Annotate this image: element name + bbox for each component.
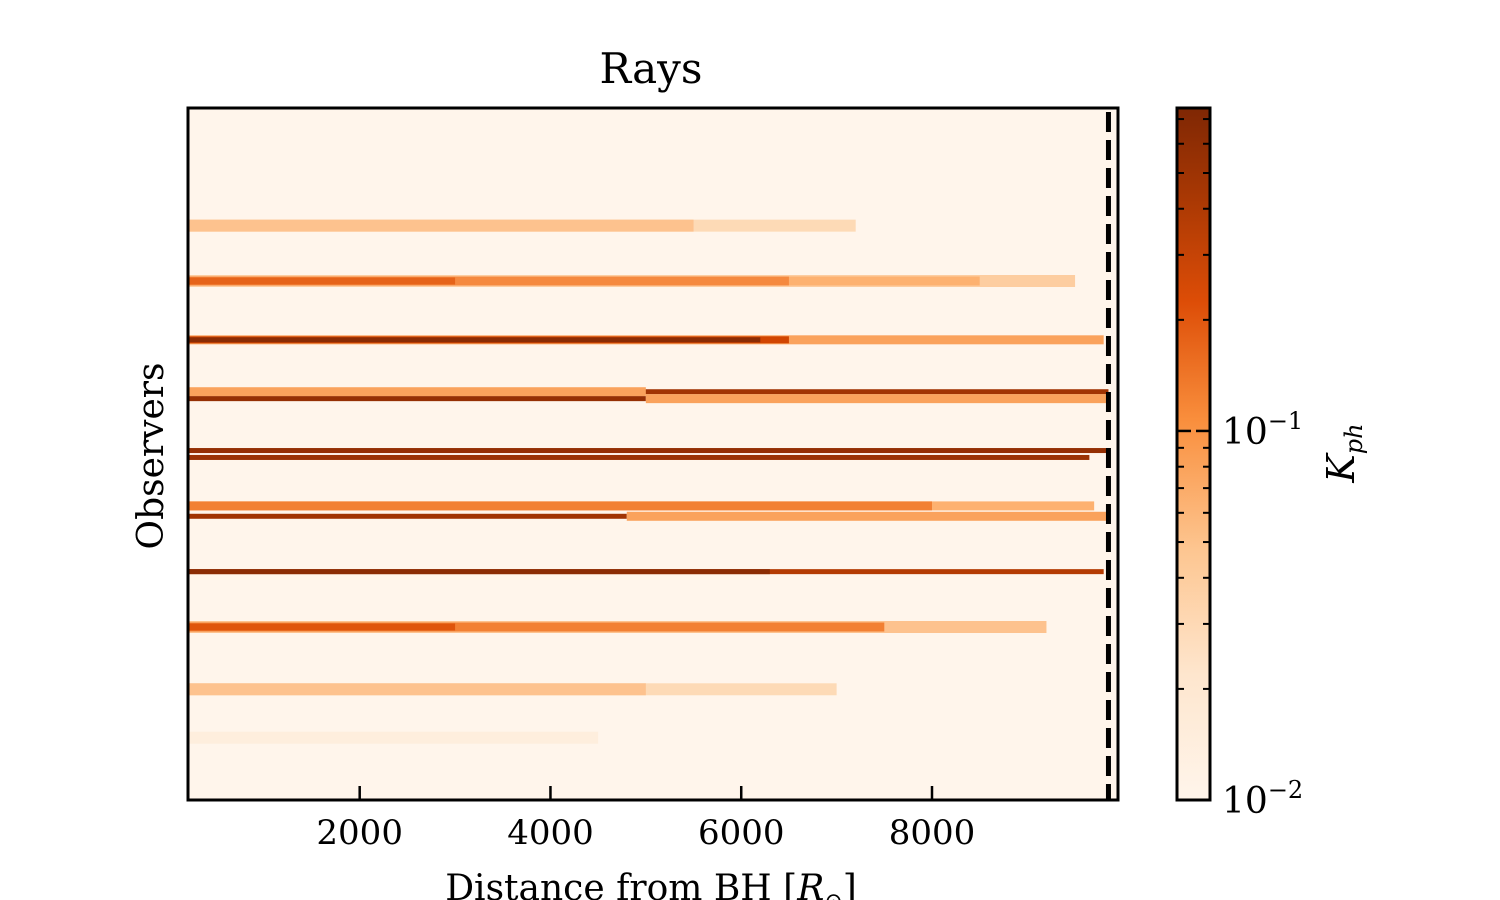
ray-11-segment-1 xyxy=(188,683,646,696)
x-tick-label: 4000 xyxy=(507,813,594,853)
ray-5-segment-0 xyxy=(188,448,1109,454)
ray-1-segment-3 xyxy=(188,277,456,285)
colorbar-ticks: 10−2 10−1 xyxy=(1177,118,1303,822)
x-axis-ticks: 2000 4000 6000 8000 xyxy=(316,786,975,853)
ray-12-segment-0 xyxy=(188,731,599,744)
ray-4-segment-1 xyxy=(645,394,1109,404)
colorbar xyxy=(1175,106,1212,802)
ray-4-segment-0 xyxy=(188,396,646,402)
colorbar-tick-label: 10−1 xyxy=(1222,407,1303,453)
ray-10-segment-1 xyxy=(188,622,885,632)
chart-title: Rays xyxy=(600,44,703,93)
ray-3-segment-1 xyxy=(188,387,646,397)
ray-8-segment-0 xyxy=(188,513,627,519)
ray-1-segment-2 xyxy=(188,276,789,286)
ray-10-segment-2 xyxy=(188,623,456,631)
colorbar-tick-label: 10−2 xyxy=(1222,776,1303,822)
ray-8-segment-1 xyxy=(626,511,1109,521)
ray-6-segment-0 xyxy=(188,454,1090,460)
ray-3-segment-0 xyxy=(188,389,1109,395)
x-tick-label: 8000 xyxy=(889,813,976,853)
plot-background xyxy=(188,108,1118,800)
colorbar-label: Kph xyxy=(1319,423,1368,483)
ray-2-segment-2 xyxy=(188,337,761,343)
ray-0-segment-1 xyxy=(188,219,694,232)
y-axis-label: Observers xyxy=(131,363,172,550)
ray-stripes xyxy=(188,219,1109,744)
x-axis-label: Distance from BH [R⊙] xyxy=(445,868,857,900)
ray-7-segment-1 xyxy=(188,501,932,511)
ray-9-segment-1 xyxy=(188,569,770,575)
x-tick-label: 2000 xyxy=(316,813,403,853)
plot-frame xyxy=(186,106,1120,802)
x-tick-label: 6000 xyxy=(698,813,785,853)
